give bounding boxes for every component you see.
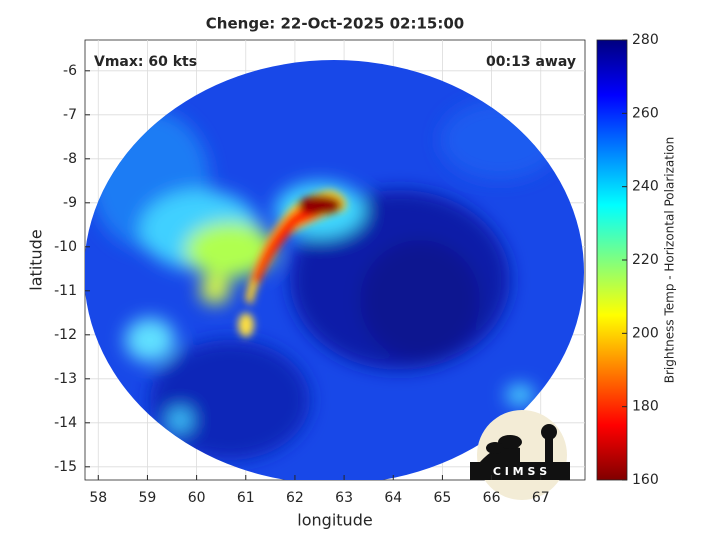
image [85,60,584,480]
x-tick-label: 58 [89,490,107,506]
logo-text: C I M S S [493,465,547,478]
y-tick-label: -13 [54,371,77,387]
y-tick-label: -14 [54,415,77,431]
y-tick-label: -12 [54,327,77,343]
y-axis-label: latitude [27,229,46,290]
colorbar-tick-label: 280 [632,32,659,48]
x-tick-label: 63 [335,490,353,506]
colorbar-tick-label: 260 [632,105,659,121]
annotation: 00:13 away [486,54,576,70]
cimss-logo: C I M S S [470,410,570,500]
y-tick-label: -11 [54,283,77,299]
colorbar-tick-label: 160 [632,472,659,488]
x-tick-label: 66 [483,490,501,506]
y-tick-label: -7 [63,107,77,123]
y-tick-label: -15 [54,459,77,475]
y-tick-label: -9 [63,195,77,211]
x-tick-label: 60 [188,490,206,506]
x-tick-label: 62 [286,490,304,506]
x-tick-label: 65 [434,490,452,506]
colorbar-label: Brightness Temp - Horizontal Polarizatio… [663,137,677,384]
x-tick-label: 59 [139,490,157,506]
x-tick-label: 61 [237,490,255,506]
y-tick-label: -6 [63,63,77,79]
x-tick-label: 67 [532,490,550,506]
annotation: Vmax: 60 kts [94,54,197,70]
x-tick-label: 64 [384,490,402,506]
x-axis-label: longitude [297,511,372,530]
colorbar-tick-label: 220 [632,252,659,268]
y-tick-label: -8 [63,151,77,167]
colorbar-tick-label: 240 [632,179,659,195]
chart-title: Chenge: 22-Oct-2025 02:15:00 [206,15,464,33]
y-tick-label: -10 [54,239,77,255]
colorbar-tick-label: 180 [632,399,659,415]
colorbar-tick-label: 200 [632,325,659,341]
